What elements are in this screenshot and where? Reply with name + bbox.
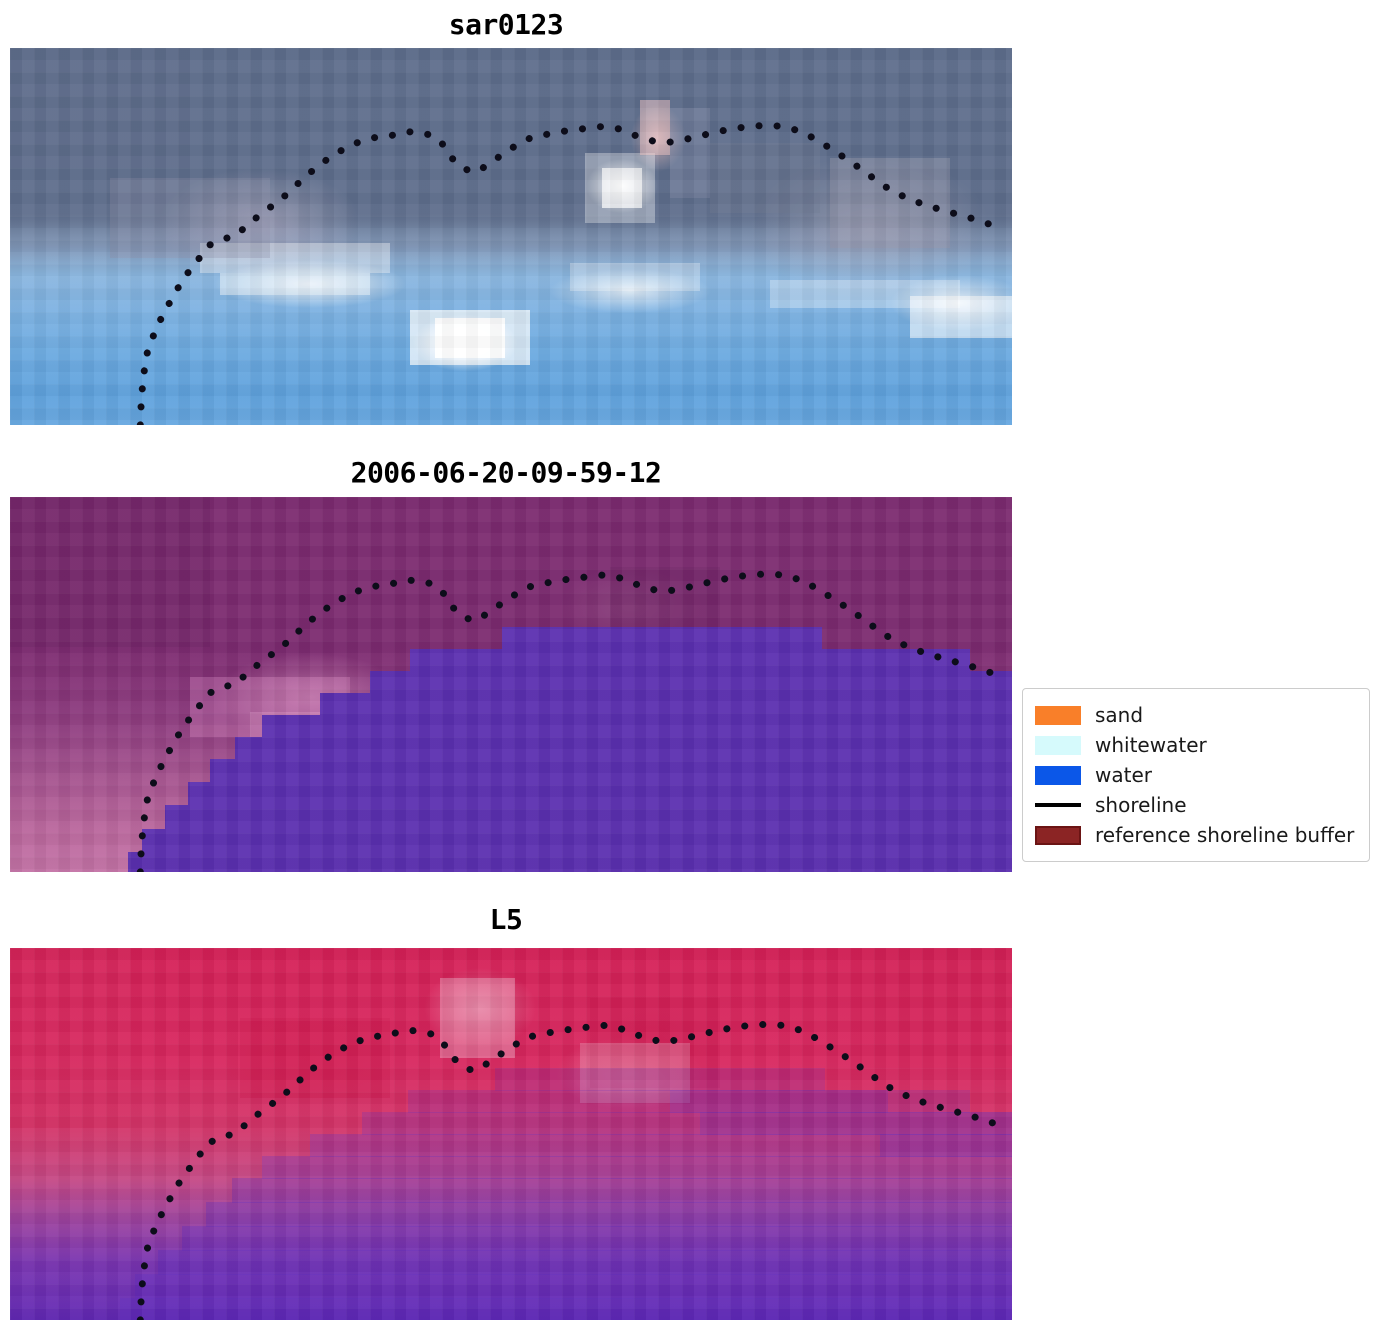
panel-title-l5: L5 xyxy=(489,903,523,936)
legend-label-water: water xyxy=(1095,763,1152,787)
shoreline-overlay-classified xyxy=(136,570,1008,872)
panel-image-l5[interactable] xyxy=(10,948,1012,1320)
legend-item-shoreline[interactable]: shoreline xyxy=(1035,790,1357,820)
legend-label-reference-shoreline-buffer: reference shoreline buffer xyxy=(1095,823,1355,847)
legend-label-shoreline: shoreline xyxy=(1095,793,1187,817)
water-index-mask-l5 xyxy=(120,1068,1012,1320)
shoreline-overlay-l5 xyxy=(136,1020,1008,1320)
color-swatch-icon xyxy=(1035,735,1081,755)
shoreline-overlay-rgb xyxy=(136,121,1008,425)
line-swatch-icon xyxy=(1035,803,1081,807)
rgb-pixelation-overlay xyxy=(10,48,1012,425)
color-swatch-icon xyxy=(1035,825,1081,845)
legend-label-whitewater: whitewater xyxy=(1095,733,1207,757)
panel-image-classified[interactable] xyxy=(10,497,1012,872)
color-swatch-icon xyxy=(1035,705,1081,725)
panel-title-rgb: sar0123 xyxy=(448,8,564,41)
classified-pixelation-overlay xyxy=(10,497,1012,872)
legend-item-whitewater[interactable]: whitewater xyxy=(1035,730,1357,760)
panel-image-rgb[interactable] xyxy=(10,48,1012,425)
color-swatch-icon xyxy=(1035,765,1081,785)
legend-item-sand[interactable]: sand xyxy=(1035,700,1357,730)
rgb-mosaic-cells xyxy=(10,48,1012,365)
panel-title-classified: 2006-06-20-09-59-12 xyxy=(350,456,662,489)
legend: sand whitewater water shoreline referenc… xyxy=(1022,688,1370,862)
shoreline-dotted-path xyxy=(136,1020,1008,1320)
legend-label-sand: sand xyxy=(1095,703,1144,727)
shoreline-dotted-path xyxy=(136,570,1008,872)
legend-item-reference-shoreline-buffer[interactable]: reference shoreline buffer xyxy=(1035,820,1357,850)
l5-mosaic-cells xyxy=(10,948,1012,1128)
l5-pixelation-overlay xyxy=(10,948,1012,1320)
shoreline-dotted-path xyxy=(136,121,1008,425)
classified-mosaic-cells xyxy=(10,497,970,757)
water-class-mask xyxy=(128,627,1012,872)
legend-item-water[interactable]: water xyxy=(1035,760,1357,790)
